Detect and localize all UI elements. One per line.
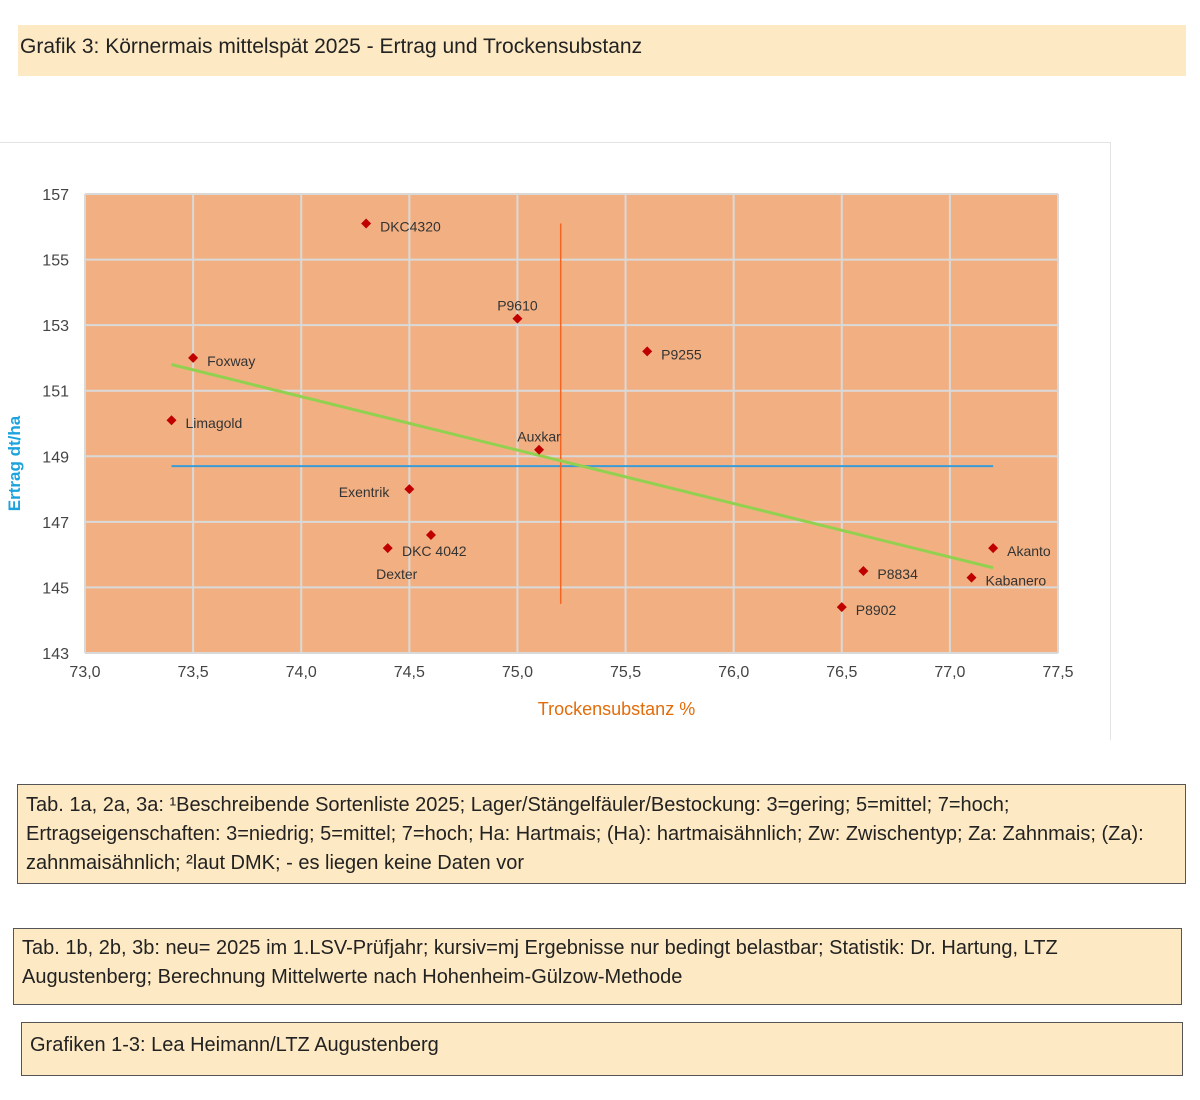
footnote-table-1a: Tab. 1a, 2a, 3a: ¹Beschreibende Sortenli… bbox=[17, 784, 1186, 884]
y-tick-label: 147 bbox=[42, 515, 69, 532]
x-axis-title: Trockensubstanz % bbox=[538, 699, 695, 719]
data-point bbox=[166, 415, 177, 426]
y-axis-title: Ertrag dt/ha bbox=[5, 415, 24, 511]
trendline bbox=[171, 363, 994, 570]
x-tick-label: 73,5 bbox=[178, 664, 209, 681]
y-tick-label: 151 bbox=[42, 384, 69, 401]
data-point bbox=[425, 529, 436, 540]
y-tick-label: 145 bbox=[42, 580, 69, 597]
data-label: Dexter bbox=[376, 566, 418, 582]
x-tick-label: 77,0 bbox=[934, 664, 965, 681]
data-point bbox=[404, 484, 415, 495]
x-tick-label: 75,0 bbox=[502, 664, 533, 681]
x-tick-label: 75,5 bbox=[610, 664, 641, 681]
data-label: P8902 bbox=[856, 602, 897, 618]
data-point bbox=[642, 346, 653, 357]
data-point bbox=[988, 543, 999, 554]
data-label: DKC 4042 bbox=[402, 543, 467, 559]
data-label: P9610 bbox=[497, 298, 538, 314]
data-label: P8834 bbox=[877, 566, 918, 582]
data-point bbox=[966, 572, 977, 583]
data-label: Foxway bbox=[207, 353, 255, 369]
data-point bbox=[858, 566, 869, 577]
data-point bbox=[361, 218, 372, 229]
data-point bbox=[382, 543, 393, 554]
footnote-table-1b: Tab. 1b, 2b, 3b: neu= 2025 im 1.LSV-Prüf… bbox=[13, 928, 1182, 1005]
x-tick-label: 76,0 bbox=[718, 664, 749, 681]
plot-background bbox=[85, 194, 1058, 653]
data-point bbox=[534, 444, 545, 455]
footnote-credits: Grafiken 1-3: Lea Heimann/LTZ Augustenbe… bbox=[21, 1022, 1183, 1076]
data-point bbox=[512, 313, 523, 324]
y-tick-label: 157 bbox=[42, 187, 69, 204]
y-tick-label: 155 bbox=[42, 253, 69, 270]
data-label: Akanto bbox=[1007, 543, 1051, 559]
data-point bbox=[188, 352, 199, 363]
data-label: DKC4320 bbox=[380, 219, 441, 235]
x-tick-label: 74,0 bbox=[286, 664, 317, 681]
data-label: Auxkar bbox=[517, 429, 561, 445]
data-point bbox=[836, 602, 847, 613]
data-label: Exentrik bbox=[339, 484, 391, 500]
x-tick-label: 76,5 bbox=[826, 664, 857, 681]
data-label: Limagold bbox=[185, 415, 242, 431]
x-tick-label: 77,5 bbox=[1042, 664, 1073, 681]
y-tick-label: 143 bbox=[42, 646, 69, 663]
chart-area: 73,0 73,5 74,0 74,5 75,0 75,5 76,0 76,5 77,0 77,5… bbox=[0, 142, 1111, 740]
chart-title: Grafik 3: Körnermais mittelspät 2025 - E… bbox=[18, 25, 1186, 76]
scatter-chart: 73,0 73,5 74,0 74,5 75,0 75,5 76,0 76,5 77,0 77,5… bbox=[5, 187, 1074, 719]
data-label: Kabanero bbox=[986, 573, 1047, 589]
y-tick-label: 153 bbox=[42, 318, 69, 335]
x-tick-label: 74,5 bbox=[394, 664, 425, 681]
x-tick-label: 73,0 bbox=[69, 664, 100, 681]
y-tick-label: 149 bbox=[42, 449, 69, 466]
data-label: P9255 bbox=[661, 346, 702, 362]
